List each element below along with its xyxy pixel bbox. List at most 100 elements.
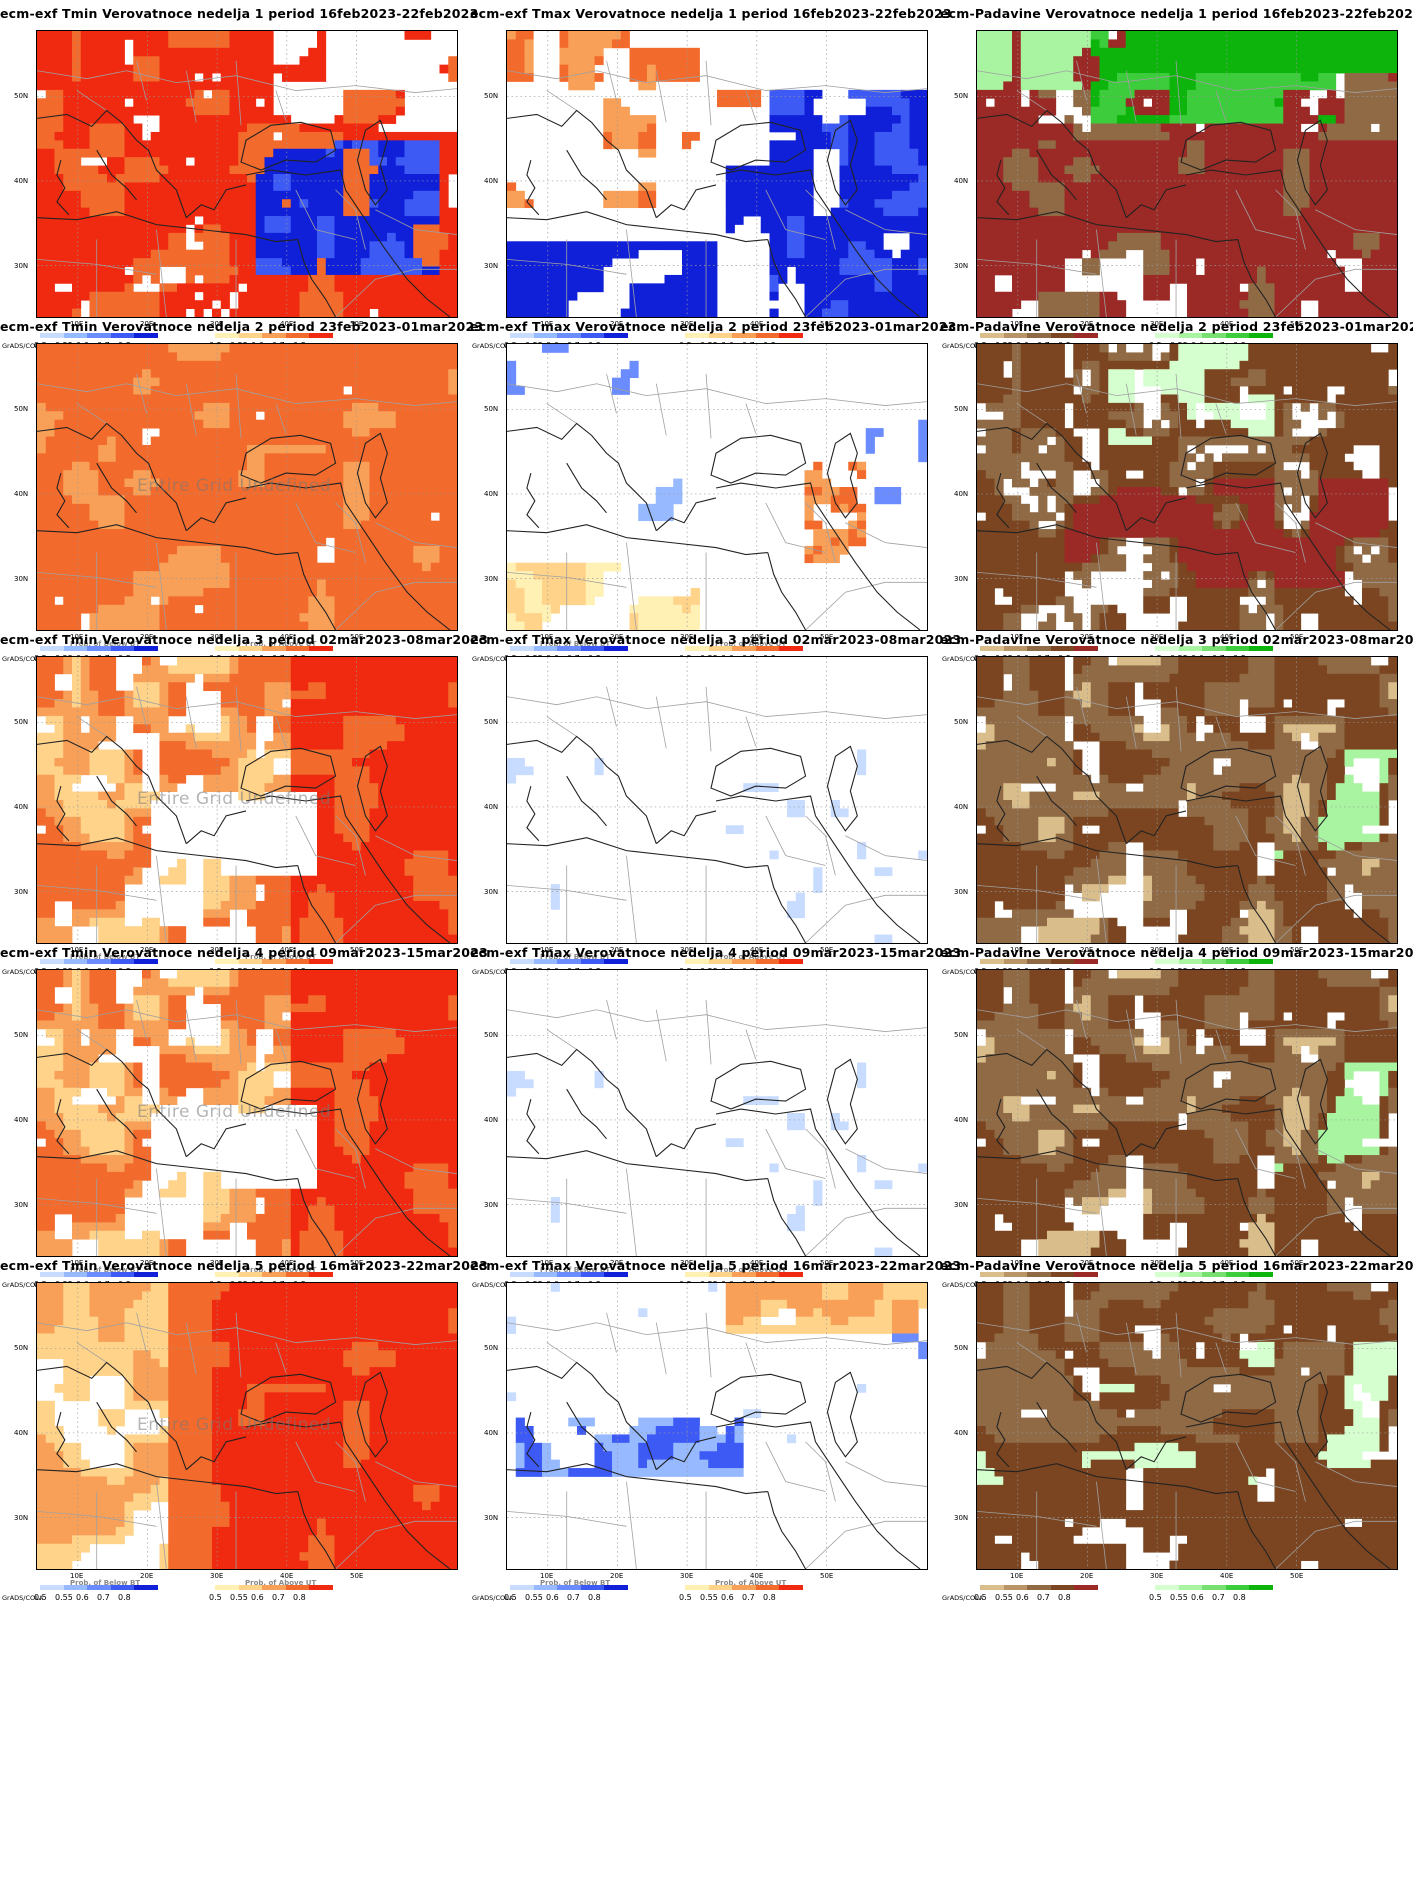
probability-cell (273, 402, 283, 412)
probability-cell (325, 232, 335, 242)
probability-cell (1082, 207, 1092, 217)
probability-cell (352, 487, 362, 496)
probability-cell (1160, 258, 1170, 267)
probability-cell (1012, 98, 1022, 108)
probability-cell (1318, 56, 1328, 66)
probability-cell (255, 241, 265, 251)
probability-cell (142, 174, 152, 183)
probability-cell (1046, 249, 1057, 259)
probability-cell (717, 98, 727, 108)
probability-cell (1055, 216, 1065, 225)
probability-cell (1151, 131, 1162, 141)
probability-cell (211, 453, 222, 463)
probability-cell (1160, 64, 1170, 74)
probability-cell (848, 157, 858, 166)
probability-cell (1318, 98, 1328, 108)
probability-cell (421, 283, 432, 293)
probability-cell (1195, 249, 1205, 259)
probability-cell (1012, 174, 1022, 183)
probability-cell (994, 241, 1004, 251)
probability-cell (229, 444, 239, 454)
probability-cell (264, 402, 274, 412)
probability-cell (220, 207, 230, 217)
probability-cell (334, 115, 344, 124)
probability-cell (220, 190, 230, 200)
probability-cell (430, 402, 440, 412)
probability-cell (203, 512, 213, 522)
probability-cell (1300, 266, 1310, 276)
probability-cell (1256, 64, 1267, 74)
probability-cell (133, 545, 143, 555)
probability-cell (37, 249, 47, 259)
probability-cell (369, 241, 379, 251)
probability-cell (308, 56, 318, 66)
probability-cell (63, 64, 73, 74)
probability-cell (1283, 157, 1293, 166)
probability-cell (282, 274, 292, 284)
probability-cell (98, 224, 108, 234)
probability-cell (282, 199, 292, 209)
probability-cell (282, 115, 292, 124)
probability-cell (1117, 131, 1127, 141)
probability-cell (1195, 291, 1205, 301)
probability-cell (1073, 56, 1083, 66)
probability-cell (1283, 258, 1293, 267)
probability-cell (804, 174, 814, 183)
probability-cell (247, 182, 257, 192)
probability-cell (1055, 31, 1065, 40)
probability-cell (1029, 232, 1039, 242)
probability-cell (1256, 31, 1267, 40)
probability-cell (247, 436, 257, 446)
probability-cell (1361, 224, 1372, 234)
probability-cell (421, 157, 432, 166)
probability-cell (1265, 157, 1275, 166)
probability-cell (1388, 140, 1397, 150)
probability-cell (369, 266, 379, 276)
probability-cell (559, 31, 569, 40)
probability-cell (1292, 274, 1302, 284)
probability-cell (655, 283, 665, 293)
probability-cell (1151, 207, 1162, 217)
probability-cell (98, 537, 108, 547)
probability-cell (681, 56, 692, 66)
probability-cell (1055, 266, 1065, 276)
probability-cell (45, 419, 55, 429)
probability-cell (1230, 165, 1240, 175)
probability-cell (1187, 64, 1197, 74)
probability-cell (647, 300, 657, 309)
probability-cell (1283, 106, 1293, 116)
probability-cell (1230, 241, 1240, 251)
probability-cell (343, 157, 353, 166)
probability-cell (1082, 232, 1092, 242)
probability-cell (1327, 131, 1337, 141)
probability-cell (760, 190, 770, 200)
probability-cell (211, 461, 222, 471)
probability-cell (918, 283, 927, 293)
probability-cell (1003, 199, 1013, 209)
probability-cell (89, 182, 99, 192)
probability-cell (211, 89, 222, 99)
probability-cell (1239, 308, 1249, 317)
probability-cell (743, 190, 753, 200)
probability-cell (1213, 98, 1223, 108)
probability-cell (1029, 182, 1039, 192)
probability-cell (255, 199, 265, 209)
probability-cell (387, 428, 397, 437)
probability-cell (255, 216, 265, 225)
probability-cell (421, 174, 432, 183)
probability-cell (255, 89, 265, 99)
probability-cell (308, 266, 318, 276)
probability-cell (106, 199, 117, 209)
probability-cell (124, 478, 134, 488)
probability-cell (448, 216, 457, 225)
probability-cell (282, 123, 292, 133)
probability-cell (229, 266, 239, 276)
probability-cell (857, 140, 867, 150)
probability-cell (194, 266, 204, 276)
probability-cell (168, 216, 178, 225)
probability-cell (72, 478, 82, 488)
probability-cell (37, 182, 47, 192)
probability-cell (857, 115, 867, 124)
probability-cell (985, 89, 995, 99)
probability-cell (1344, 241, 1354, 251)
